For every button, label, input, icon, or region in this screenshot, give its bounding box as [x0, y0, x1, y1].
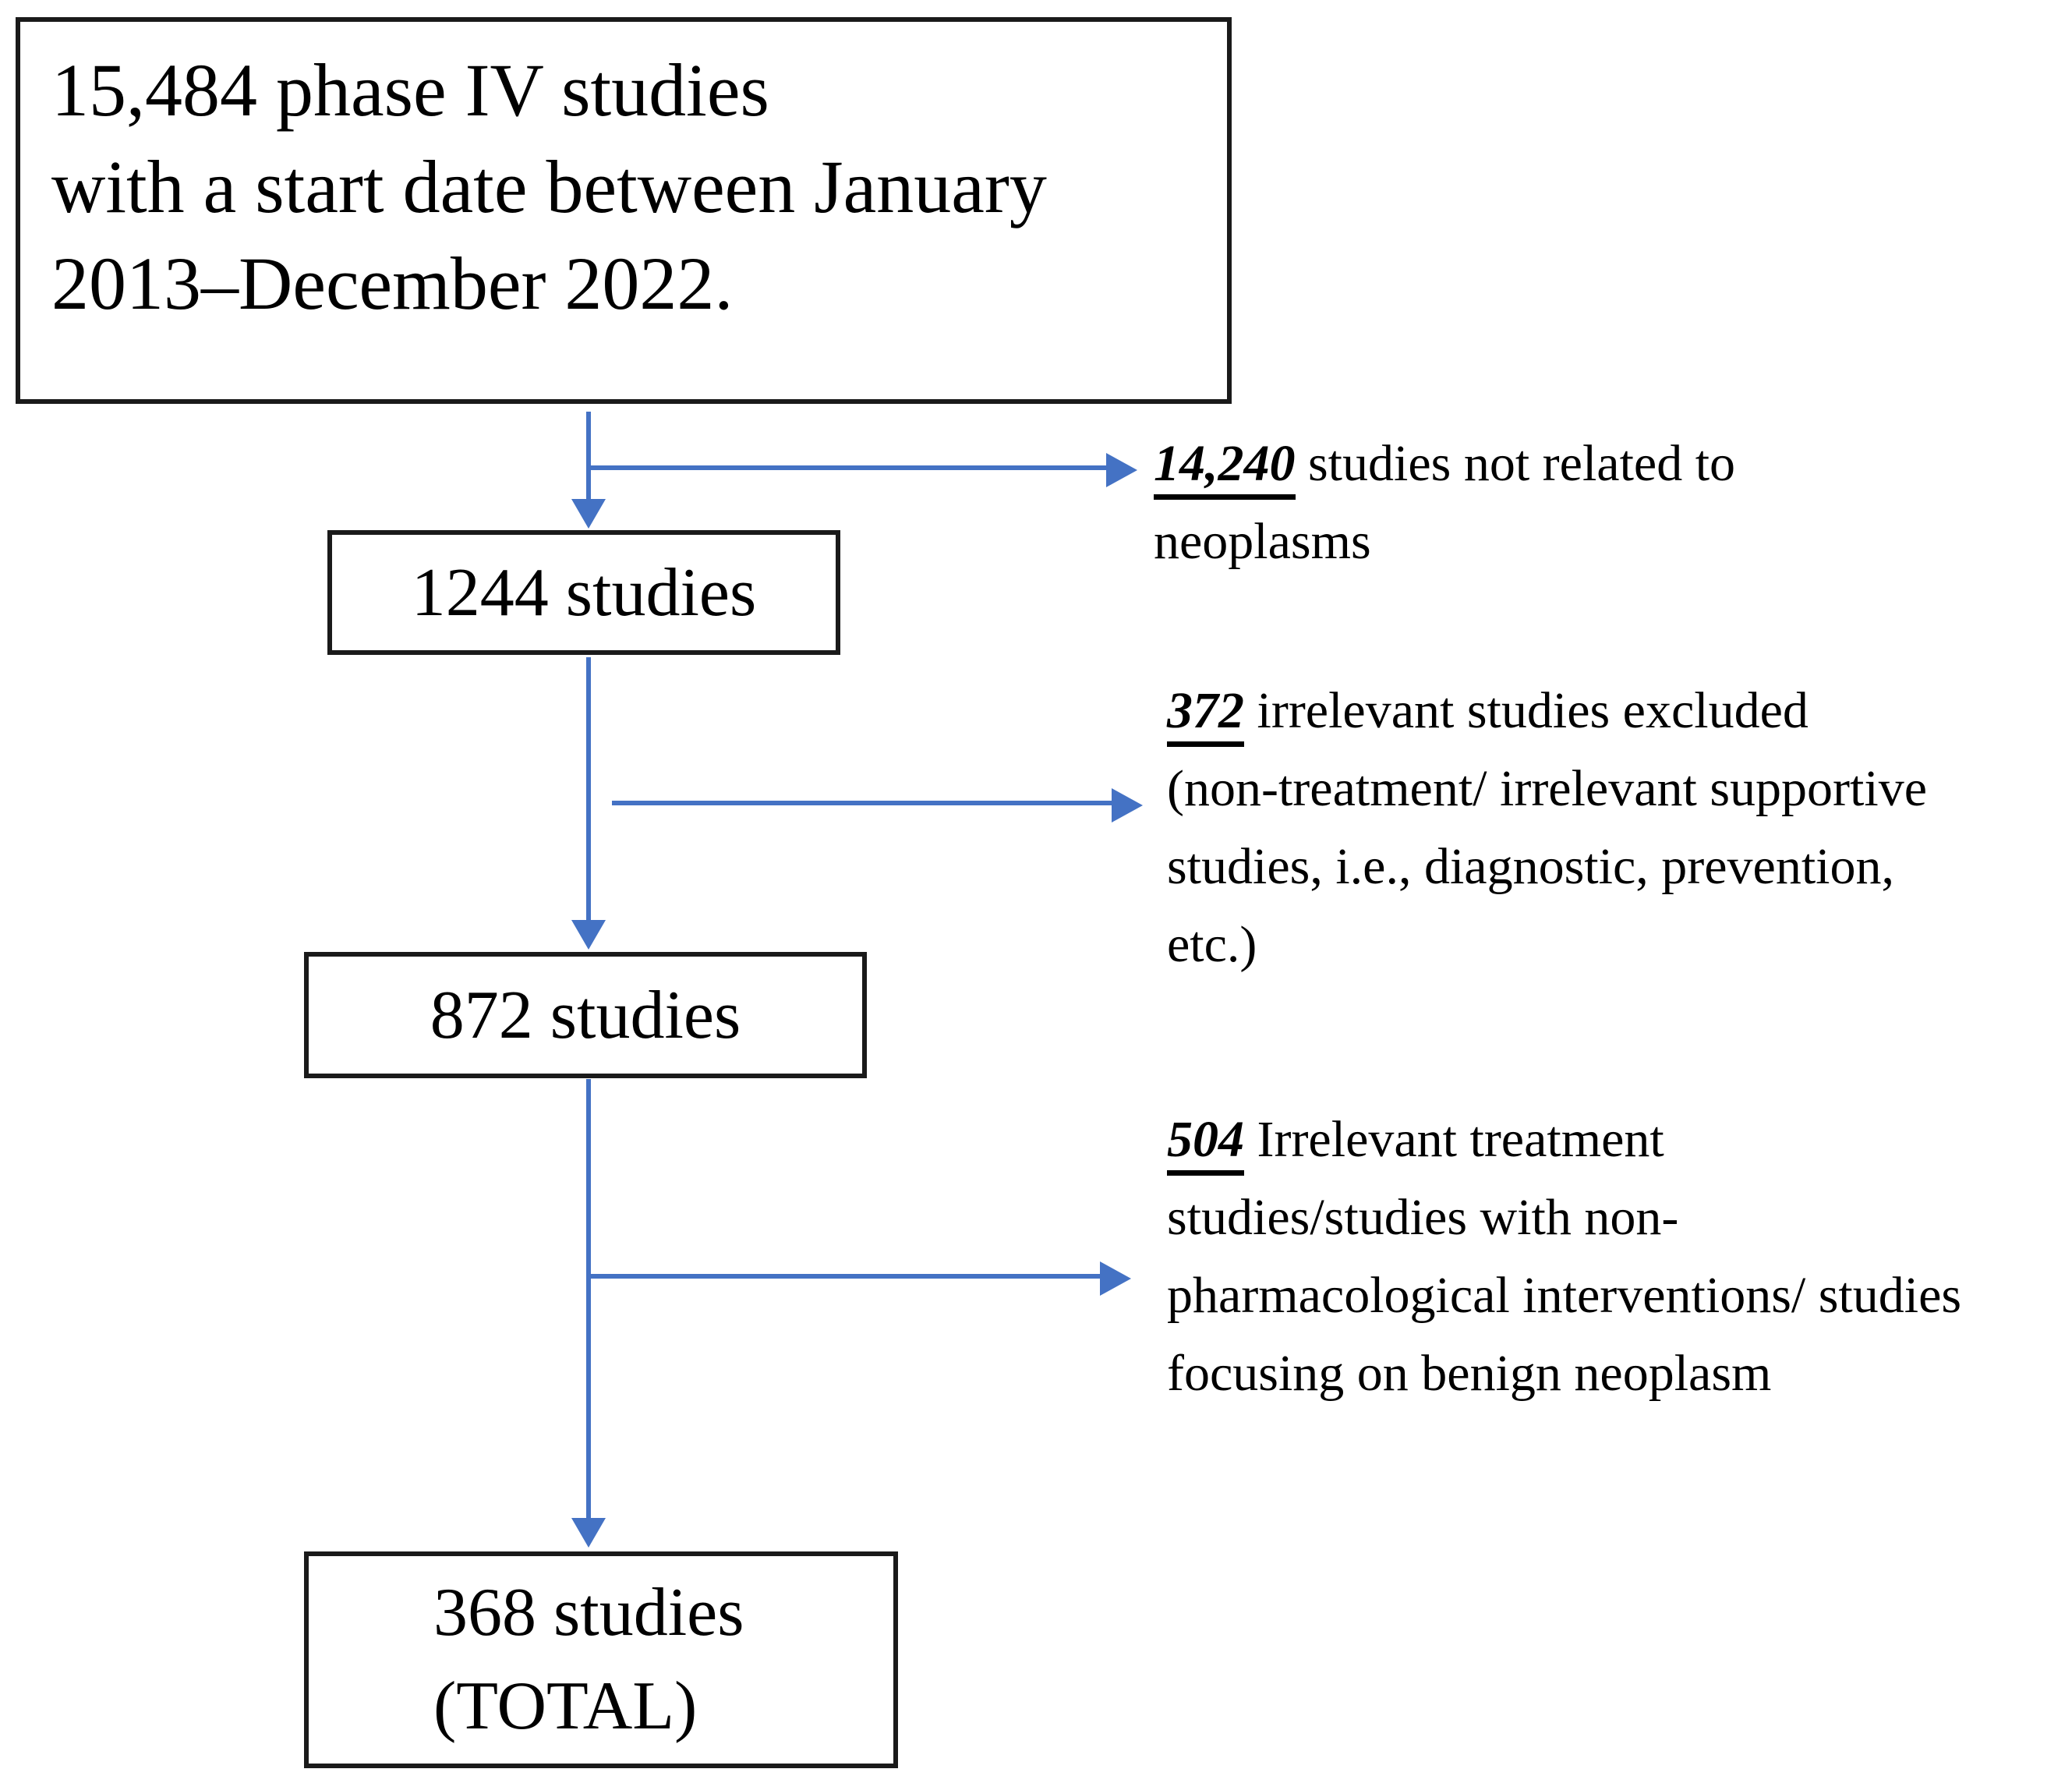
- exclusion-2-line-3: studies, i.e., diagnostic, prevention,: [1167, 838, 1894, 895]
- arrow-right-1-head-icon: [1106, 453, 1137, 487]
- exclusion-1-count: 14,240: [1154, 435, 1296, 500]
- exclusion-2-line-2: (non-treatment/ irrelevant supportive: [1167, 760, 1927, 817]
- exclusion-3-line-4: focusing on benign neoplasm: [1167, 1345, 1772, 1402]
- arrow-down-1-head-icon: [571, 499, 606, 529]
- arrow-right-3-line: [589, 1274, 1101, 1279]
- arrow-down-1-line: [586, 412, 591, 501]
- flow-box-368-total: 368 studies (TOTAL): [304, 1551, 898, 1768]
- flow-box-1244-label: 1244 studies: [411, 554, 757, 631]
- arrow-right-1-line: [589, 465, 1108, 470]
- exclusion-3-rest: Irrelevant treatment: [1244, 1111, 1664, 1168]
- exclusion-note-2: 372 irrelevant studies excluded (non-tre…: [1167, 672, 2072, 984]
- flow-box-source: 15,484 phase IV studies with a start dat…: [16, 17, 1232, 404]
- arrow-right-3-head-icon: [1100, 1261, 1131, 1296]
- exclusion-2-line-1: 372 irrelevant studies excluded: [1167, 672, 2072, 750]
- exclusion-2-rest: irrelevant studies excluded: [1244, 682, 1809, 739]
- arrow-right-2-head-icon: [1112, 788, 1143, 823]
- source-line-3: 2013–December 2022.: [51, 242, 734, 325]
- exclusion-note-1: 14,240 studies not related to neoplasms: [1154, 425, 2066, 581]
- arrow-down-3-line: [586, 1079, 591, 1520]
- flow-box-872-label: 872 studies: [430, 977, 741, 1053]
- exclusion-2-line-4: etc.): [1167, 916, 1257, 973]
- flow-box-1244: 1244 studies: [327, 530, 840, 655]
- arrow-down-2-line: [586, 657, 591, 920]
- exclusion-2-count: 372: [1167, 682, 1244, 747]
- exclusion-3-count: 504: [1167, 1111, 1244, 1176]
- exclusion-3-line-1: 504 Irrelevant treatment: [1167, 1101, 2072, 1179]
- source-line-2: with a start date between January: [51, 145, 1047, 228]
- exclusion-3-line-2: studies/studies with non-: [1167, 1189, 1679, 1246]
- exclusion-note-3: 504 Irrelevant treatment studies/studies…: [1167, 1101, 2072, 1413]
- arrow-right-2-line: [612, 801, 1113, 805]
- exclusion-3-line-3: pharmacological interventions/ studies: [1167, 1267, 1962, 1324]
- flow-box-368-line-2: (TOTAL): [433, 1668, 698, 1744]
- flow-box-872: 872 studies: [304, 952, 867, 1078]
- source-line-1: 15,484 phase IV studies: [51, 48, 769, 132]
- arrow-down-2-head-icon: [571, 920, 606, 950]
- exclusion-1-line-1: 14,240 studies not related to: [1154, 425, 2066, 503]
- exclusion-1-rest: studies not related to: [1295, 435, 1736, 492]
- exclusion-1-line-2: neoplasms: [1154, 513, 1371, 570]
- arrow-down-3-head-icon: [571, 1518, 606, 1548]
- flow-box-368-line-1: 368 studies: [433, 1575, 744, 1650]
